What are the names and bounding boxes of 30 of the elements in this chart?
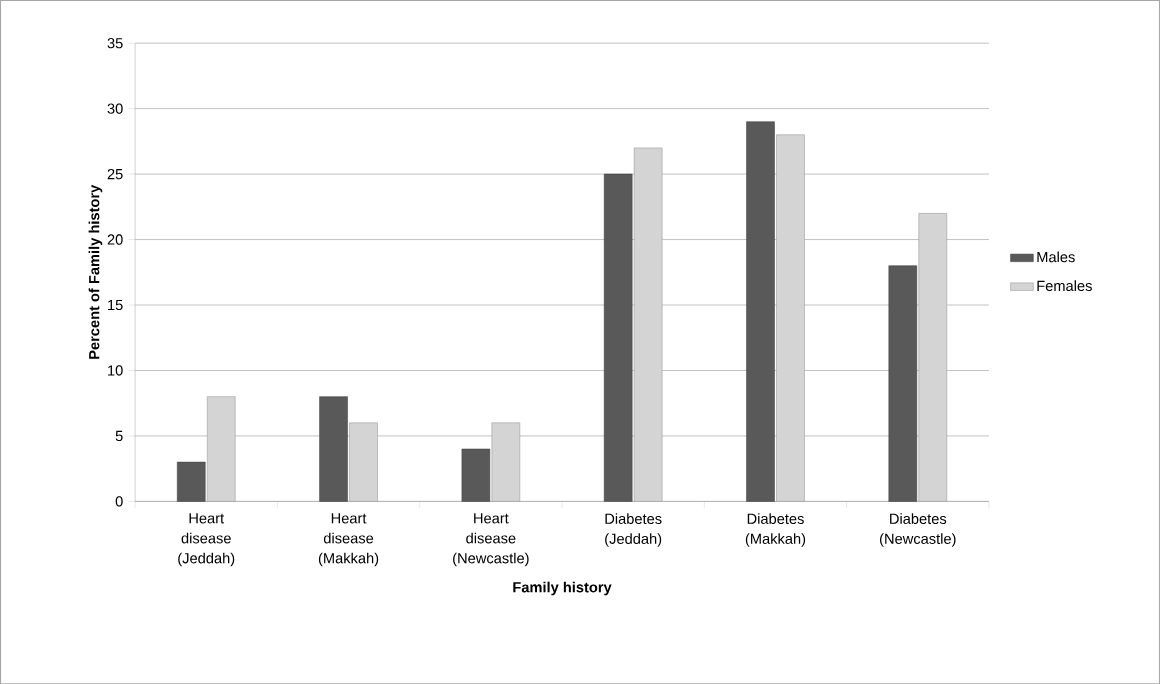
y-tick-label: 35	[107, 37, 123, 49]
y-tick-label: 20	[107, 234, 123, 245]
bar	[633, 147, 663, 502]
x-tick-label: Heart disease (Newcastle)	[453, 513, 529, 567]
x-tick-label: Diabetes (Jeddah)	[605, 513, 662, 547]
legend-label: Males	[1037, 251, 1075, 263]
bar	[319, 396, 348, 502]
y-tick-label: 0	[115, 496, 123, 507]
bar	[746, 121, 775, 502]
bar	[177, 461, 206, 502]
bar	[491, 422, 521, 502]
x-tick-label: Diabetes (Makkah)	[745, 513, 806, 547]
bar	[918, 212, 948, 502]
x-tick-label: Heart disease (Makkah)	[318, 513, 379, 567]
bar	[603, 173, 633, 502]
y-tick-label: 10	[108, 365, 123, 376]
y-axis-title: Percent of Family history	[88, 184, 103, 359]
x-tick-label: Heart disease (Jeddah)	[178, 513, 235, 567]
bar	[776, 134, 805, 502]
bar	[206, 396, 236, 502]
y-tick-label: 30	[107, 103, 123, 114]
x-tick-label: Diabetes (Newcastle)	[880, 513, 956, 547]
legend-label: Females	[1037, 280, 1092, 291]
y-tick-label: 25	[107, 168, 123, 180]
x-axis-title: Family history	[513, 581, 612, 596]
y-tick-label: 5	[115, 430, 123, 441]
bar	[461, 448, 491, 502]
bar	[349, 422, 378, 502]
bar	[888, 265, 918, 502]
y-tick-label: 15	[108, 299, 123, 310]
